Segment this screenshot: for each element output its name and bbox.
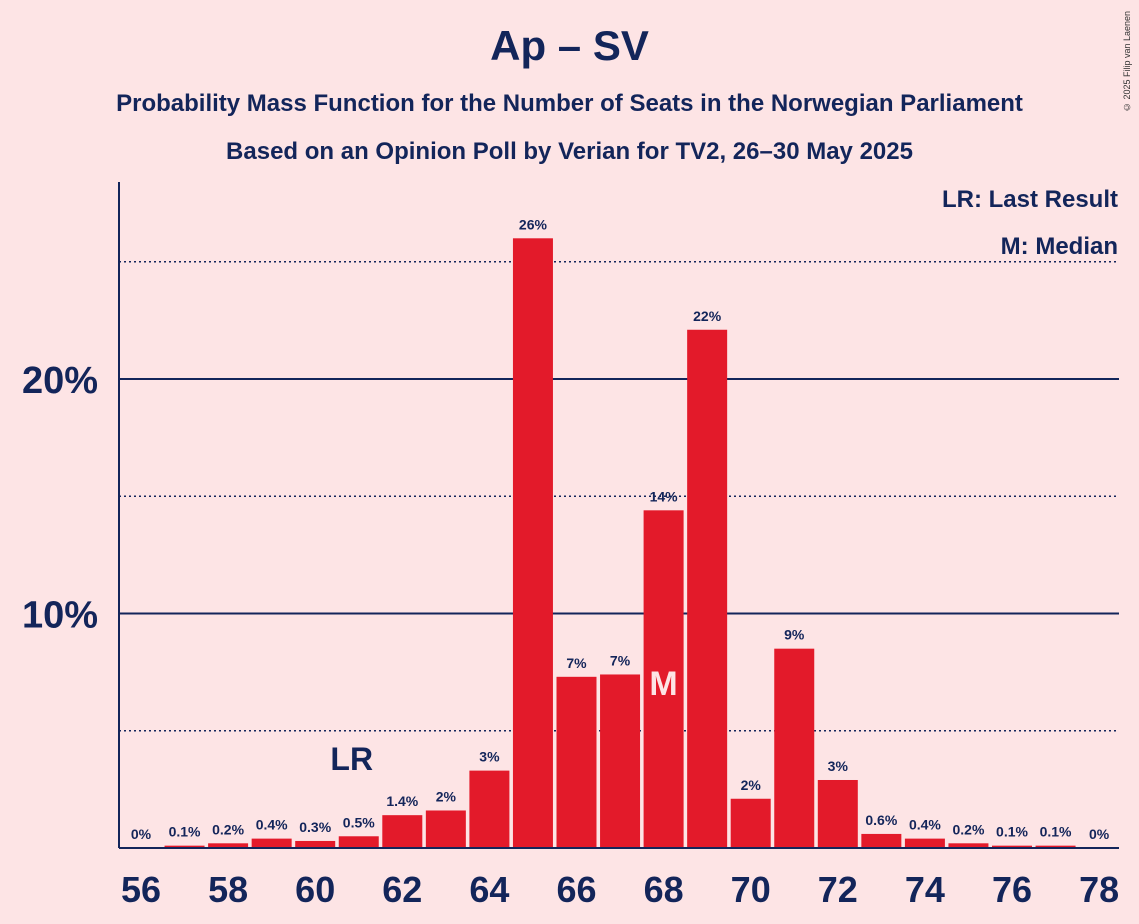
data-label: 7% bbox=[566, 655, 587, 671]
bar-seat-70 bbox=[730, 798, 771, 848]
data-label: 0% bbox=[131, 826, 152, 842]
data-label: 26% bbox=[519, 216, 548, 232]
x-tick-label: 70 bbox=[731, 869, 771, 910]
x-tick-label: 74 bbox=[905, 869, 945, 910]
legend-last-result: LR: Last Result bbox=[941, 186, 1118, 213]
bar-seat-75 bbox=[948, 843, 989, 848]
bar-seat-62 bbox=[382, 815, 423, 848]
gridlines bbox=[119, 261, 1119, 732]
x-tick-label: 66 bbox=[556, 869, 596, 910]
data-label: 3% bbox=[828, 758, 849, 774]
bar-seat-71 bbox=[774, 648, 815, 848]
bar-seat-67 bbox=[600, 674, 641, 848]
bar-seat-68 bbox=[643, 510, 684, 848]
legend-median: M: Median bbox=[1000, 233, 1118, 260]
data-labels: 0% 0.1% 0.2% 0.4% 0.3% 0.5% 1.4% 2% 3% 26% 7% 7% 14%… bbox=[131, 216, 1110, 842]
bar-seat-59 bbox=[251, 838, 292, 848]
bar-seat-74 bbox=[904, 838, 945, 848]
data-label: 0.4% bbox=[909, 817, 941, 833]
data-label: 22% bbox=[693, 308, 722, 324]
x-tick-label: 56 bbox=[121, 869, 161, 910]
bar-seat-57 bbox=[164, 845, 205, 848]
bar-seat-60 bbox=[295, 840, 336, 848]
x-tick-label: 64 bbox=[469, 869, 509, 910]
x-tick-label: 78 bbox=[1079, 869, 1119, 910]
data-label: 3% bbox=[479, 749, 500, 765]
bar-seat-69 bbox=[687, 329, 728, 848]
data-label: 9% bbox=[784, 627, 805, 643]
bar-seat-73 bbox=[861, 833, 902, 848]
x-tick-label: 62 bbox=[382, 869, 422, 910]
bar-seat-61 bbox=[338, 836, 379, 848]
data-label: 0.6% bbox=[865, 812, 897, 828]
bar-seat-64 bbox=[469, 770, 510, 848]
data-label: 2% bbox=[741, 777, 762, 793]
y-tick-label: 10% bbox=[22, 595, 98, 637]
x-tick-label: 60 bbox=[295, 869, 335, 910]
x-tick-label: 58 bbox=[208, 869, 248, 910]
chart-subtitle-method: Probability Mass Function for the Number… bbox=[116, 90, 1023, 117]
y-tick-label: 20% bbox=[22, 360, 98, 402]
data-label: 2% bbox=[436, 788, 457, 804]
data-label: 0% bbox=[1089, 826, 1110, 842]
bar-seat-77 bbox=[1035, 845, 1076, 848]
data-label: 0.4% bbox=[256, 817, 288, 833]
bar-seat-65 bbox=[512, 238, 553, 849]
axes: 10% 20% 56 58 60 62 64 66 68 70 72 74 76 78 bbox=[22, 182, 1119, 910]
data-label: 7% bbox=[610, 652, 631, 668]
bars bbox=[164, 238, 1076, 849]
bar-seat-63 bbox=[425, 810, 466, 848]
x-tick-label: 76 bbox=[992, 869, 1032, 910]
data-label: 0.1% bbox=[169, 824, 201, 840]
median-marker: M bbox=[649, 665, 677, 703]
data-label: 0.1% bbox=[996, 824, 1028, 840]
bar-seat-58 bbox=[208, 843, 249, 848]
chart-subtitle-poll: Based on an Opinion Poll by Verian for T… bbox=[226, 138, 913, 165]
data-label: 0.2% bbox=[212, 821, 244, 837]
data-label: 0.5% bbox=[343, 814, 375, 830]
data-label: 0.2% bbox=[952, 821, 984, 837]
bar-seat-72 bbox=[817, 779, 858, 848]
x-tick-label: 68 bbox=[644, 869, 684, 910]
bar-seat-76 bbox=[992, 845, 1032, 848]
data-label: 1.4% bbox=[386, 793, 418, 809]
data-label: 0.1% bbox=[1040, 824, 1072, 840]
data-label: 14% bbox=[650, 488, 679, 504]
chart-title: Ap – SV bbox=[490, 22, 649, 69]
x-tick-label: 72 bbox=[818, 869, 858, 910]
data-label: 0.3% bbox=[299, 819, 331, 835]
bar-seat-66 bbox=[556, 676, 597, 848]
last-result-marker: LR bbox=[330, 741, 373, 777]
